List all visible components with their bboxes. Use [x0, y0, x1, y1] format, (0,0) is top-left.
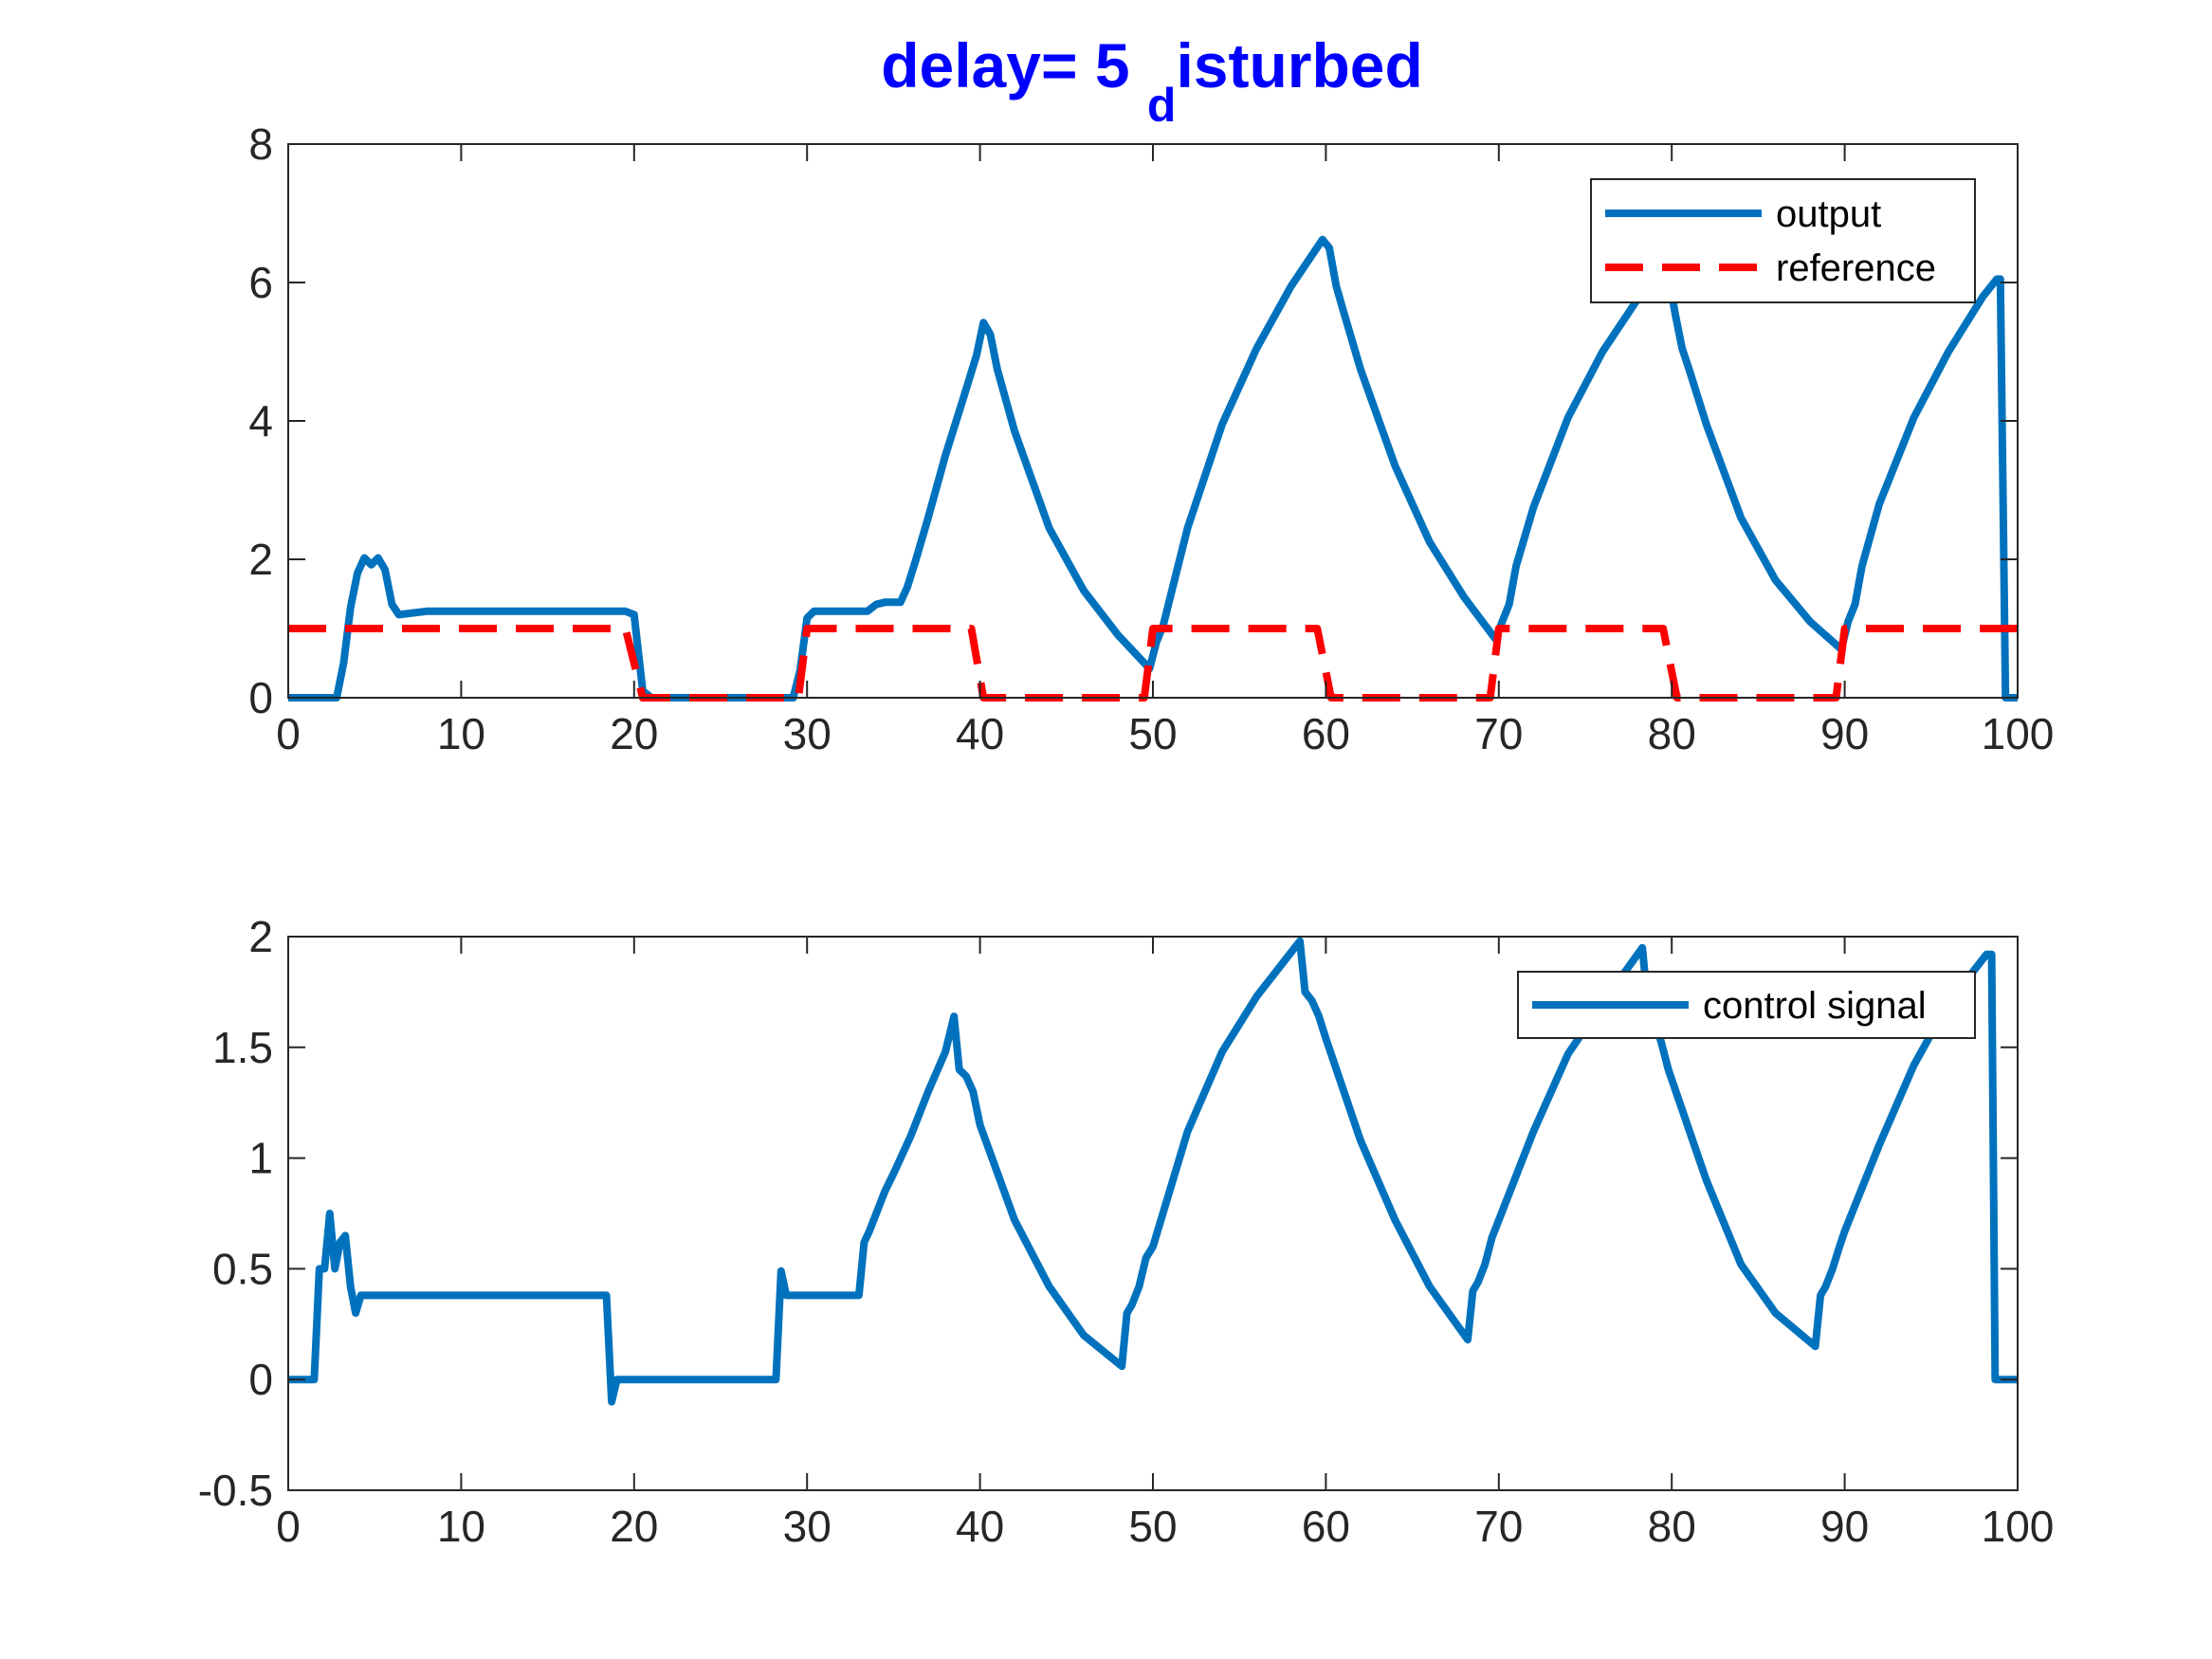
bottom-xtick-label: 10	[437, 1502, 485, 1551]
top-xtick-label: 60	[1302, 709, 1350, 758]
bottom-xtick-label: 90	[1820, 1502, 1869, 1551]
bottom-axes: 0 10 20 30 40 50 60 70 80 90 100-0.500.511.52 cont…	[198, 912, 2055, 1551]
top-xtick-label: 10	[437, 709, 485, 758]
bottom-ytick-label: 1.5	[212, 1023, 273, 1072]
top-ticks-layer: 0 10 20 30 40 50 60 70 80 90 100 0 2 4 6 8	[248, 119, 2054, 758]
bottom-ytick-label: 0	[248, 1355, 273, 1404]
top-ytick-label: 4	[248, 396, 273, 446]
top-ytick-label: 2	[248, 535, 273, 584]
bottom-series-layer	[288, 937, 2018, 1406]
bottom-xtick-label: 20	[610, 1502, 658, 1551]
top-xtick-label: 90	[1820, 709, 1869, 758]
legend-control-label: control signal	[1703, 985, 1927, 1027]
title-subscript: d	[1147, 79, 1177, 132]
legend-reference-label: reference	[1776, 247, 1936, 289]
top-axes: 0 10 20 30 40 50 60 70 80 90 100 0 2 4 6 8 output refer…	[248, 119, 2054, 758]
bottom-xtick-label: 80	[1648, 1502, 1696, 1551]
top-xtick-label: 100	[1982, 709, 2055, 758]
title-main: delay= 5	[881, 30, 1147, 100]
bottom-xtick-label: 30	[783, 1502, 832, 1551]
figure-title: delay= 5 disturbed	[881, 30, 1423, 132]
bottom-legend[interactable]: control signal	[1517, 971, 1976, 1039]
top-xtick-label: 70	[1474, 709, 1523, 758]
bottom-ytick-label: 2	[248, 912, 273, 961]
bottom-xtick-label: 100	[1982, 1502, 2055, 1551]
top-ytick-label: 8	[248, 119, 273, 169]
top-xtick-label: 40	[956, 709, 1004, 758]
top-xtick-label: 0	[276, 709, 301, 758]
bottom-axes-box	[287, 936, 2019, 1491]
bottom-xtick-label: 40	[956, 1502, 1004, 1551]
bottom-xtick-label: 0	[276, 1502, 301, 1551]
bottom-ytick-label: 1	[248, 1134, 273, 1183]
bottom-xtick-label: 50	[1128, 1502, 1177, 1551]
top-xtick-label: 20	[610, 709, 658, 758]
legend-output-label: output	[1776, 193, 1881, 235]
bottom-ytick-label: 0.5	[212, 1244, 273, 1293]
bottom-ytick-label: -0.5	[198, 1466, 273, 1515]
top-xtick-label: 50	[1128, 709, 1177, 758]
top-ytick-label: 6	[248, 258, 273, 307]
top-axes-box	[287, 143, 2019, 699]
bottom-xtick-label: 60	[1302, 1502, 1350, 1551]
bottom-xtick-label: 70	[1474, 1502, 1523, 1551]
top-legend[interactable]: output reference	[1590, 178, 1976, 303]
top-series-output	[288, 235, 2018, 702]
top-xtick-label: 30	[783, 709, 832, 758]
bottom-series-control-signal	[288, 937, 2018, 1406]
top-xtick-label: 80	[1648, 709, 1696, 758]
top-legend-box	[1590, 178, 1976, 303]
top-ytick-label: 0	[248, 673, 273, 722]
title-rest: isturbed	[1176, 30, 1422, 100]
